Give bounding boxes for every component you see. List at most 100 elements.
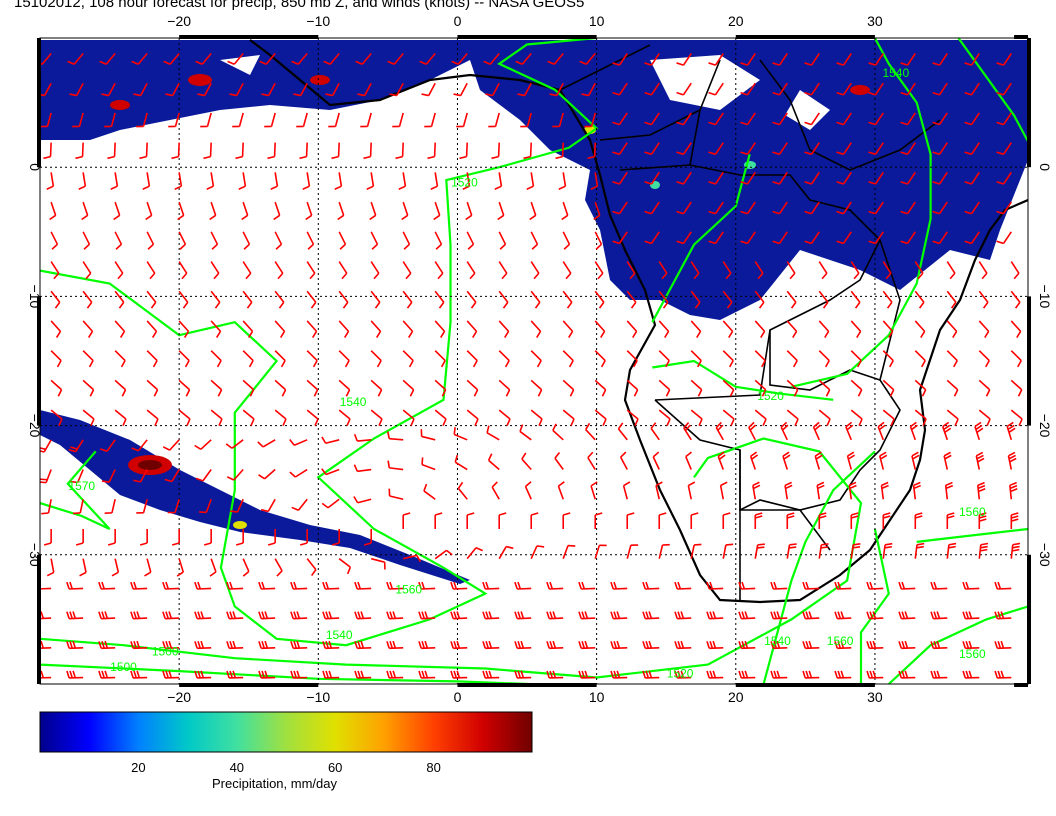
wind-barb xyxy=(866,611,884,620)
wind-barb xyxy=(612,53,628,66)
wind-barb xyxy=(299,142,308,160)
wind-barb xyxy=(816,481,825,500)
wind-barb xyxy=(996,142,1012,156)
lon-tick-label-bottom: 0 xyxy=(454,689,462,705)
wind-barb xyxy=(722,512,731,529)
wind-barb xyxy=(353,496,372,504)
wind-barb xyxy=(1007,451,1017,470)
wind-barb xyxy=(270,172,279,190)
wind-barb xyxy=(178,261,188,280)
wind-barb xyxy=(40,112,52,128)
wind-barb xyxy=(402,261,412,280)
wind-barb xyxy=(914,542,925,559)
wind-barb xyxy=(238,172,247,190)
wind-barb xyxy=(1010,350,1022,368)
wind-barb xyxy=(770,581,788,590)
wind-barb xyxy=(290,670,308,679)
wind-barb xyxy=(466,547,484,560)
wind-barb xyxy=(978,379,991,397)
wind-barb xyxy=(587,451,596,470)
wind-barb xyxy=(587,142,597,160)
wind-barb xyxy=(946,290,957,309)
contour-labels: 1520 1540 1560 1540 1500 1500 1520 1560 1560 1540… xyxy=(68,66,986,681)
wind-barb xyxy=(772,53,788,66)
wind-barb xyxy=(235,528,244,546)
wind-barb xyxy=(293,82,308,97)
wind-barb xyxy=(834,640,852,650)
wind-barb xyxy=(466,512,475,529)
wind-barb xyxy=(225,439,244,449)
wind-barb xyxy=(357,82,372,97)
wind-barb xyxy=(453,427,468,441)
wind-barb xyxy=(424,112,436,128)
wind-barb xyxy=(167,499,180,514)
wind-barb xyxy=(79,558,87,577)
wind-barb xyxy=(40,611,52,620)
wind-barb xyxy=(363,528,372,546)
wind-barb xyxy=(402,231,411,250)
wind-barb xyxy=(195,52,212,66)
wind-barb xyxy=(171,528,180,546)
wind-barb xyxy=(210,379,223,397)
wind-barb xyxy=(306,320,318,338)
wind-barb xyxy=(291,498,308,511)
wind-barb xyxy=(612,142,628,156)
wind-barb xyxy=(900,171,916,185)
wind-barb xyxy=(976,481,986,500)
wind-barb xyxy=(389,82,404,97)
axis-bar xyxy=(179,35,319,39)
wind-barb xyxy=(610,640,628,650)
contour-label: 1560 xyxy=(959,505,986,519)
wind-barb xyxy=(578,581,596,590)
wind-barb xyxy=(898,640,916,650)
wind-barb xyxy=(708,231,724,245)
wind-barb xyxy=(267,142,276,160)
wind-barb xyxy=(514,581,532,590)
wind-barb xyxy=(722,261,732,280)
axis-bar xyxy=(37,38,41,168)
lat-tick-label-right: −20 xyxy=(1037,414,1053,438)
wind-barb xyxy=(482,640,500,650)
wind-barb xyxy=(421,457,436,471)
wind-barb xyxy=(900,53,916,66)
wind-barb xyxy=(258,670,276,679)
wind-barb xyxy=(658,261,668,280)
wind-barb xyxy=(418,640,436,650)
wind-barb xyxy=(98,581,116,590)
axis-bar xyxy=(37,554,41,684)
wind-barb xyxy=(227,52,244,66)
wind-barb xyxy=(836,201,852,215)
axis-bar xyxy=(1027,296,1031,426)
wind-barb xyxy=(290,611,308,620)
wind-barb xyxy=(498,320,510,338)
wind-barb xyxy=(203,528,212,546)
wind-barb xyxy=(658,379,671,397)
wind-barb xyxy=(690,350,702,368)
wind-barb xyxy=(434,290,445,309)
wind-barb xyxy=(786,261,796,280)
wind-barb xyxy=(299,528,308,546)
wind-barb xyxy=(322,611,340,620)
wind-barb xyxy=(996,231,1012,245)
wind-barb xyxy=(836,142,852,156)
wind-barb xyxy=(850,379,863,397)
wind-barb xyxy=(914,350,926,368)
wind-barb xyxy=(555,142,565,160)
wind-barb xyxy=(652,451,660,470)
wind-barb xyxy=(486,425,500,441)
wind-barb xyxy=(420,429,436,441)
contour-label: 1560 xyxy=(827,634,854,648)
wind-barb xyxy=(804,201,820,215)
axis-bar xyxy=(457,683,597,687)
wind-barb xyxy=(748,421,757,441)
wind-barb xyxy=(626,290,637,309)
precip-core xyxy=(188,74,212,86)
wind-barb xyxy=(338,409,351,427)
wind-barb xyxy=(818,512,827,529)
wind-barb xyxy=(434,512,443,529)
wind-barb xyxy=(650,422,660,441)
wind-barb xyxy=(323,52,340,66)
colorbar-label: Precipitation, mm/day xyxy=(212,776,337,791)
wind-barb xyxy=(834,611,852,620)
